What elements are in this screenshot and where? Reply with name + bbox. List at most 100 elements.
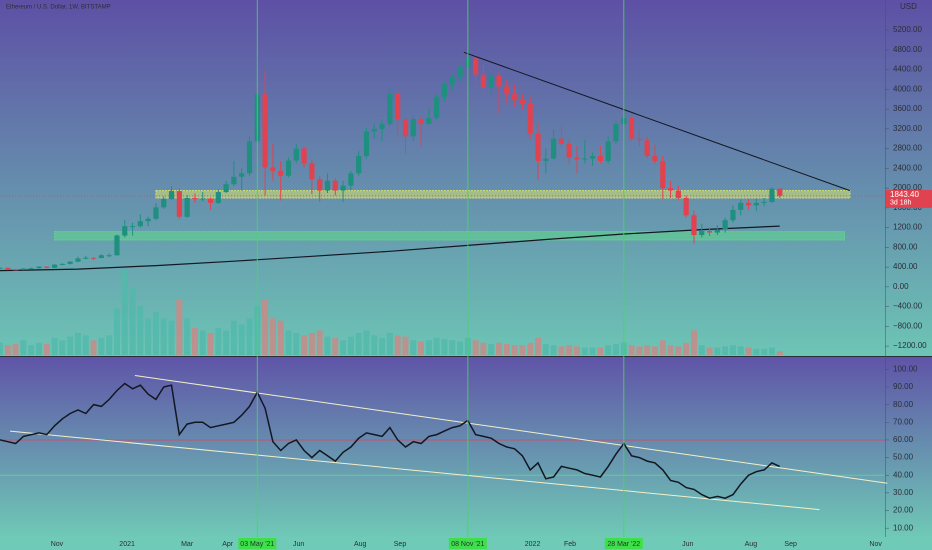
volume-bar: [215, 328, 222, 355]
y-tick-label: 400.00: [893, 262, 918, 271]
candle-body: [480, 74, 487, 88]
candle-body: [200, 198, 206, 200]
price-tag-label: 1843.40: [890, 190, 919, 199]
candle-body: [332, 180, 338, 191]
candle-body: [667, 188, 674, 191]
candle-body: [449, 77, 455, 85]
zone: [155, 190, 851, 199]
candle-body: [67, 261, 73, 264]
candle-body: [730, 209, 736, 221]
volume-bar: [706, 347, 713, 355]
volume-bar: [293, 332, 300, 355]
y-tick-label: 800.00: [893, 242, 918, 251]
trendline: [463, 51, 851, 192]
candle-body: [20, 268, 26, 270]
x-tick-label: Mar: [181, 541, 194, 548]
volume-bar: [145, 318, 152, 355]
volume-bar: [0, 342, 3, 355]
candle-body: [36, 266, 42, 269]
volume-bar: [184, 318, 191, 355]
volume-bar: [433, 337, 440, 355]
chart-title: Ethereum / U.S. Dollar, 1W, BITSTAMP: [6, 5, 111, 11]
marker-label-box: [238, 538, 277, 549]
marker-label-box: [604, 538, 643, 549]
candle-body: [457, 66, 463, 78]
candle-body: [246, 141, 253, 174]
y-tick-label: 3200.00: [893, 124, 922, 133]
x-tick-label: 2022: [525, 541, 541, 548]
volume-bar: [90, 340, 97, 355]
candle-body: [706, 231, 713, 233]
volume-bar: [511, 345, 518, 355]
volume-bar: [503, 343, 510, 355]
volume-bar: [566, 345, 573, 355]
volume-bar: [651, 346, 658, 355]
candle-body: [426, 118, 432, 124]
volume-bar: [628, 345, 635, 355]
candle-body: [628, 118, 635, 139]
volume-bar: [550, 345, 557, 355]
volume-bar: [519, 345, 526, 355]
candle-body: [278, 170, 284, 176]
volume-bar: [332, 337, 339, 355]
volume-bar: [67, 336, 74, 355]
candle-body: [636, 138, 642, 141]
x-tick-label: Sep: [784, 541, 797, 548]
volume-bar: [379, 337, 386, 355]
y-tick-label: 4800.00: [893, 45, 922, 54]
candle-body: [496, 76, 502, 87]
trendline: [134, 375, 888, 484]
y-tick-label: −1200.00: [893, 341, 927, 350]
y-axis-label: USD: [900, 2, 917, 11]
moving-average: [0, 225, 780, 272]
candle-body: [317, 179, 323, 191]
x-tick-label: Nov: [869, 541, 882, 548]
volume-bar: [324, 336, 331, 355]
volume-bar: [106, 335, 113, 355]
volume-bar: [277, 320, 284, 355]
candle-body: [566, 143, 572, 158]
candle-body: [161, 198, 167, 208]
volume-bar: [152, 312, 159, 355]
candle-body: [691, 215, 697, 236]
price-tag-countdown: 3d 18h: [890, 200, 912, 207]
y-tick-label: 80.00: [893, 400, 914, 409]
y-tick-label: 30.00: [893, 488, 914, 497]
marker-label-box: [448, 538, 487, 549]
candle-body: [714, 229, 720, 233]
candle-body: [535, 133, 541, 161]
volume-bar: [535, 337, 542, 355]
y-tick-label: 4400.00: [893, 65, 922, 74]
volume-bar: [363, 330, 370, 355]
candle-body: [434, 96, 440, 119]
volume-bar: [542, 343, 549, 355]
volume-bar: [238, 324, 245, 355]
candle-body: [644, 140, 650, 157]
volume-bar: [394, 335, 401, 355]
candle-body: [239, 173, 245, 177]
volume-bar: [472, 340, 479, 355]
candle-body: [0, 267, 3, 269]
candle-body: [51, 264, 58, 268]
volume-bar: [768, 347, 775, 355]
candle-body: [363, 131, 370, 157]
volume-bar: [761, 348, 768, 355]
candle-body: [176, 191, 182, 217]
candle-body: [5, 267, 11, 270]
candle-body: [137, 221, 143, 227]
candle-body: [129, 226, 136, 228]
candle-body: [98, 255, 104, 258]
volume-bar: [690, 330, 697, 355]
y-tick-label: 60.00: [893, 435, 914, 444]
y-tick-label: 4000.00: [893, 84, 922, 93]
candle-body: [504, 86, 510, 95]
volume-bar: [262, 299, 269, 355]
y-tick-label: 2800.00: [893, 144, 922, 153]
trendline: [10, 430, 820, 511]
volume-bar: [644, 345, 651, 355]
volume-bar: [410, 340, 417, 355]
candle-body: [106, 255, 112, 257]
volume-bar: [753, 348, 760, 355]
candle-body: [28, 268, 34, 270]
volume-bar: [667, 345, 674, 355]
